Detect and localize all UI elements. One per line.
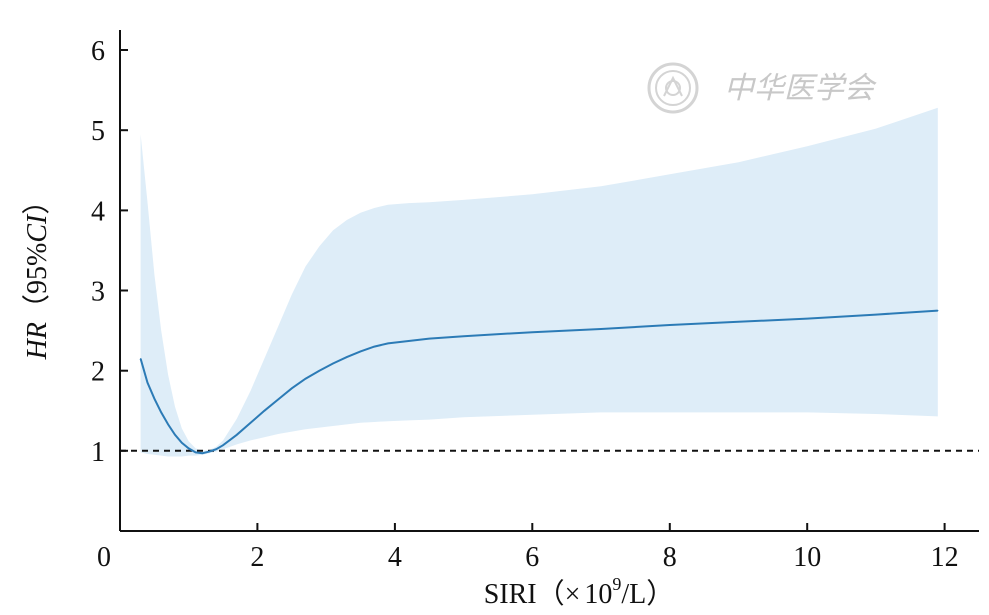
- x-axis-title: SIRI（× 109/L）: [484, 574, 675, 610]
- hr-point: [408, 340, 410, 342]
- hr-point: [669, 324, 671, 326]
- hr-point: [208, 451, 210, 453]
- hr-point: [160, 411, 162, 413]
- hr-point: [531, 331, 533, 333]
- hr-point: [146, 382, 149, 384]
- x-tick-label: 4: [388, 542, 402, 573]
- hr-point: [188, 447, 190, 449]
- x-tick-label: 10: [793, 542, 821, 573]
- x-tick-label: 2: [250, 542, 264, 573]
- hr-point: [373, 346, 375, 348]
- watermark: 中华医学会: [647, 62, 877, 114]
- hr-point: [318, 370, 320, 372]
- y-axis-ticks: 1 2 3 4 5 6: [91, 36, 128, 468]
- watermark-text: 中华医学会: [724, 71, 877, 106]
- hr-point: [346, 356, 348, 358]
- hr-point: [215, 448, 217, 450]
- hr-point: [181, 442, 183, 444]
- x-axis-ticks: 0 2 4 6 8 10 12: [97, 523, 959, 573]
- y-tick-label: 5: [91, 116, 105, 147]
- hr-point: [463, 335, 465, 337]
- x-tick-label: 12: [931, 542, 959, 573]
- hr-point: [236, 434, 238, 436]
- hr-point: [937, 310, 939, 312]
- hr-point: [250, 422, 252, 424]
- hr-point: [359, 350, 362, 352]
- hr-point: [737, 321, 740, 323]
- hr-point: [153, 398, 155, 400]
- x-tick-label: 6: [525, 542, 539, 573]
- confidence-band: [140, 107, 938, 457]
- x-tick-label: 0: [97, 542, 111, 573]
- y-tick-label: 4: [91, 196, 105, 227]
- hr-point: [277, 398, 279, 401]
- hr-point: [263, 410, 265, 412]
- y-tick-label: 2: [91, 357, 105, 388]
- hr-point: [387, 342, 389, 344]
- society-seal-icon: [647, 62, 699, 114]
- hr-point: [195, 451, 197, 453]
- hr-point: [201, 452, 204, 454]
- hr-point: [140, 358, 142, 360]
- hr-point: [167, 423, 169, 425]
- x-tick-label: 8: [663, 542, 677, 573]
- hr-point: [428, 338, 430, 340]
- y-tick-label: 3: [91, 277, 105, 308]
- y-tick-label: 1: [91, 437, 105, 468]
- hr-point: [332, 362, 334, 365]
- y-axis-title: HR（95%CI）: [21, 187, 53, 361]
- hr-point: [304, 378, 307, 380]
- hr-point: [806, 318, 808, 320]
- hr-point: [174, 434, 176, 436]
- hr-point: [222, 444, 224, 446]
- hr-point: [600, 328, 602, 330]
- y-tick-label: 6: [91, 36, 105, 67]
- hr-point: [875, 314, 877, 316]
- hr-points: [140, 310, 939, 454]
- hr-point: [291, 387, 293, 389]
